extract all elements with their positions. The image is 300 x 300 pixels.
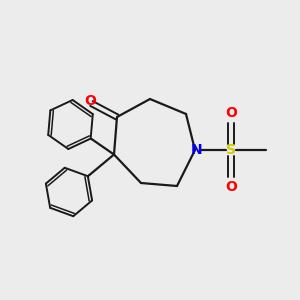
Text: N: N	[191, 143, 202, 157]
Text: O: O	[225, 106, 237, 120]
Text: O: O	[225, 180, 237, 194]
Text: O: O	[84, 94, 96, 107]
Text: S: S	[226, 143, 236, 157]
